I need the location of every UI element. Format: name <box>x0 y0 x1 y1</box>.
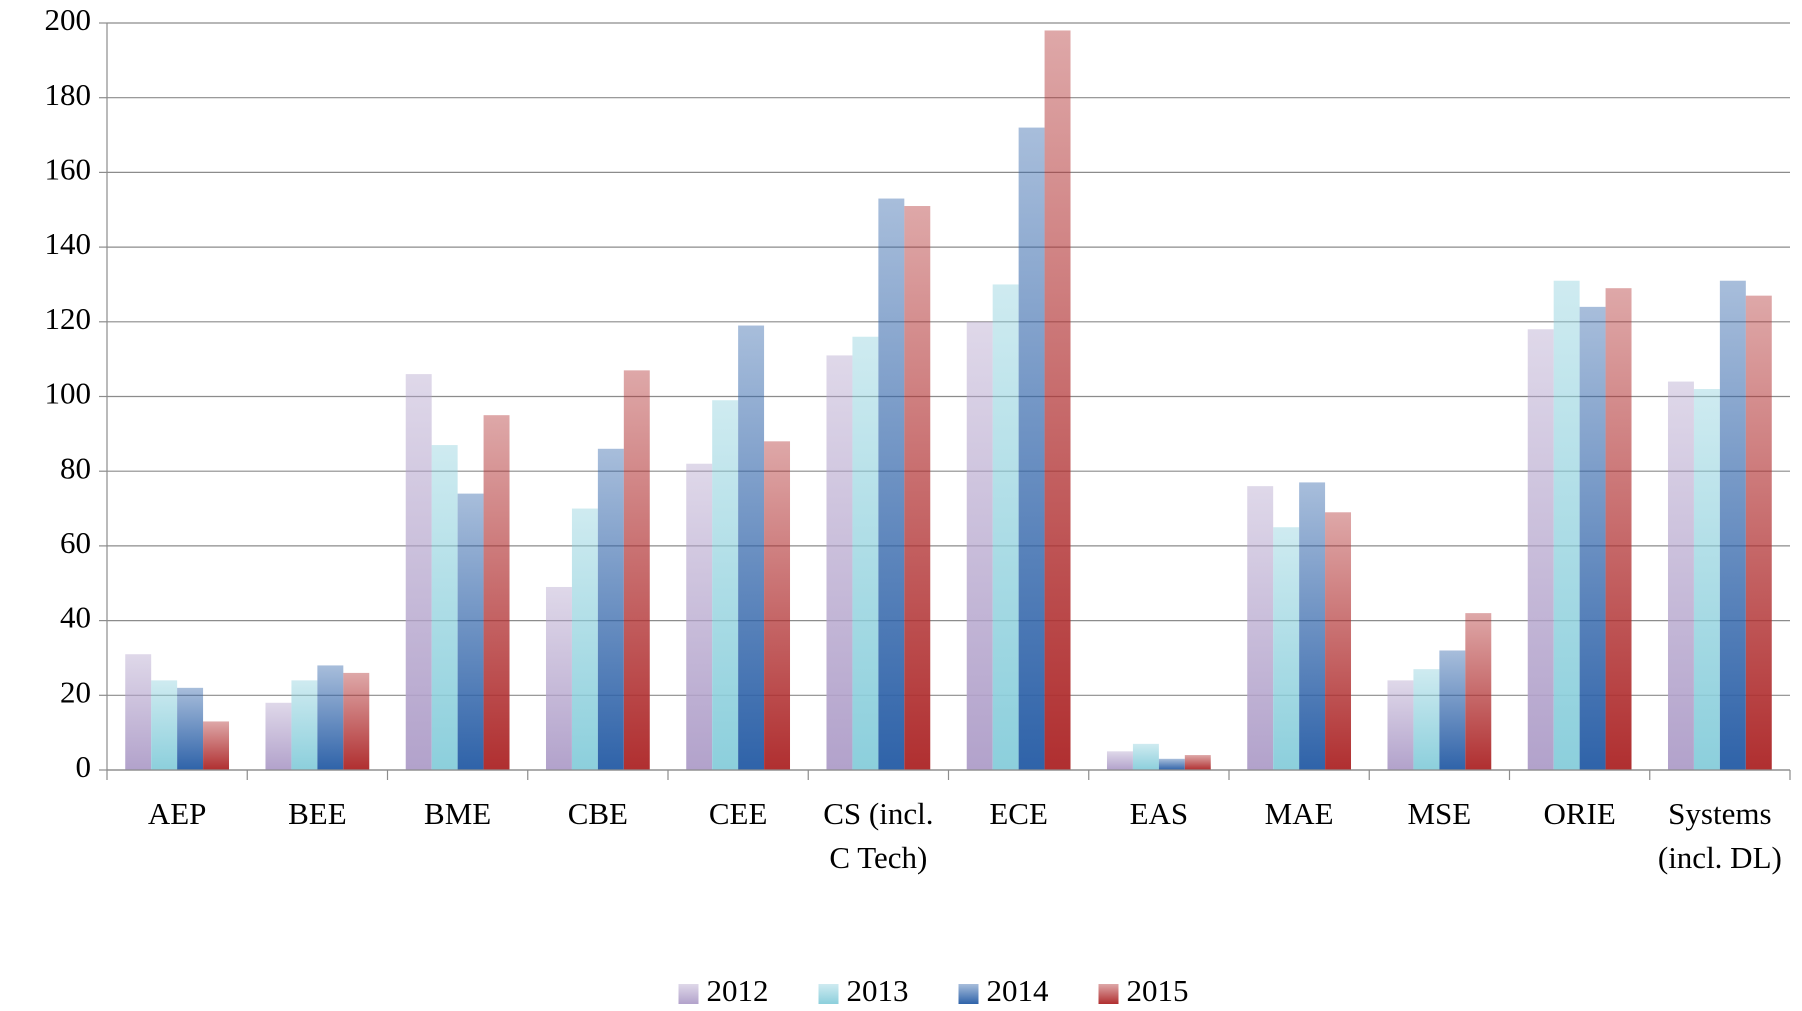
bar <box>1184 755 1211 770</box>
bar <box>738 325 765 770</box>
bar <box>712 400 739 770</box>
bar <box>1667 381 1694 770</box>
y-tick-label: 60 <box>60 525 91 560</box>
x-tick-label: Systems (incl. DL) <box>1657 796 1782 876</box>
y-tick-label: 140 <box>45 226 92 261</box>
x-tick-label: CS (incl. C Tech) <box>823 796 934 876</box>
bar <box>545 586 572 770</box>
y-tick-label: 0 <box>76 749 92 784</box>
bar <box>1044 30 1071 771</box>
bar <box>571 508 598 770</box>
bar <box>826 355 853 770</box>
x-tick-label: EAS <box>1129 796 1189 831</box>
x-tick-label: MAE <box>1264 796 1334 831</box>
bar <box>1605 288 1632 770</box>
bar <box>1273 527 1300 770</box>
bar <box>623 370 650 770</box>
legend-swatch <box>818 984 839 1004</box>
bar <box>1465 613 1492 770</box>
bar <box>317 665 344 770</box>
bar <box>686 463 713 770</box>
x-tick-label: CEE <box>708 796 768 831</box>
bar <box>1693 389 1720 770</box>
bar <box>203 721 230 770</box>
legend-swatch <box>1098 984 1119 1004</box>
bar <box>878 198 905 771</box>
bar <box>764 441 791 770</box>
bar <box>1439 650 1466 770</box>
bar <box>1132 743 1159 770</box>
y-tick-label: 200 <box>45 2 92 37</box>
legend-label: 2013 <box>847 973 909 1008</box>
bar <box>1413 669 1440 770</box>
legend-swatch <box>958 984 979 1004</box>
x-tick-label: ORIE <box>1543 796 1616 831</box>
y-tick-label: 120 <box>45 301 92 336</box>
bar <box>1325 512 1352 770</box>
bar <box>405 374 432 770</box>
bar <box>1553 280 1580 770</box>
bar <box>1719 280 1746 770</box>
legend-label: 2014 <box>987 973 1050 1008</box>
bar <box>291 680 318 770</box>
bar <box>151 680 178 770</box>
y-tick-label: 160 <box>45 152 92 187</box>
legend-label: 2012 <box>707 973 769 1008</box>
bar <box>1387 680 1414 770</box>
bar <box>904 206 931 770</box>
bar <box>1745 295 1772 770</box>
bar <box>177 687 204 770</box>
bar <box>852 336 879 770</box>
y-tick-label: 180 <box>45 77 92 112</box>
x-tick-label: ECE <box>989 796 1048 831</box>
bar <box>343 672 370 770</box>
bar <box>1247 486 1274 770</box>
bar <box>1527 329 1554 770</box>
bar <box>125 654 152 770</box>
y-tick-label: 100 <box>45 376 92 411</box>
x-tick-label: BEE <box>288 796 347 831</box>
y-tick-label: 40 <box>60 600 91 635</box>
bar <box>1018 127 1045 770</box>
x-tick-label: BME <box>424 796 492 831</box>
legend-label: 2015 <box>1127 973 1189 1008</box>
bar <box>1158 758 1185 770</box>
bar <box>992 284 1019 770</box>
bar <box>1299 482 1326 770</box>
bar <box>597 448 624 770</box>
bar <box>265 702 292 770</box>
legend-swatch <box>678 984 699 1004</box>
bar <box>431 445 458 770</box>
bar <box>1106 751 1133 770</box>
bar <box>966 321 993 770</box>
y-tick-label: 80 <box>60 450 91 485</box>
x-tick-label: CBE <box>567 796 628 831</box>
x-tick-label: MSE <box>1407 796 1472 831</box>
bar <box>1579 306 1606 770</box>
x-tick-label: AEP <box>147 796 207 831</box>
bar <box>483 415 510 770</box>
y-tick-label: 20 <box>60 674 91 709</box>
bar <box>457 493 484 770</box>
